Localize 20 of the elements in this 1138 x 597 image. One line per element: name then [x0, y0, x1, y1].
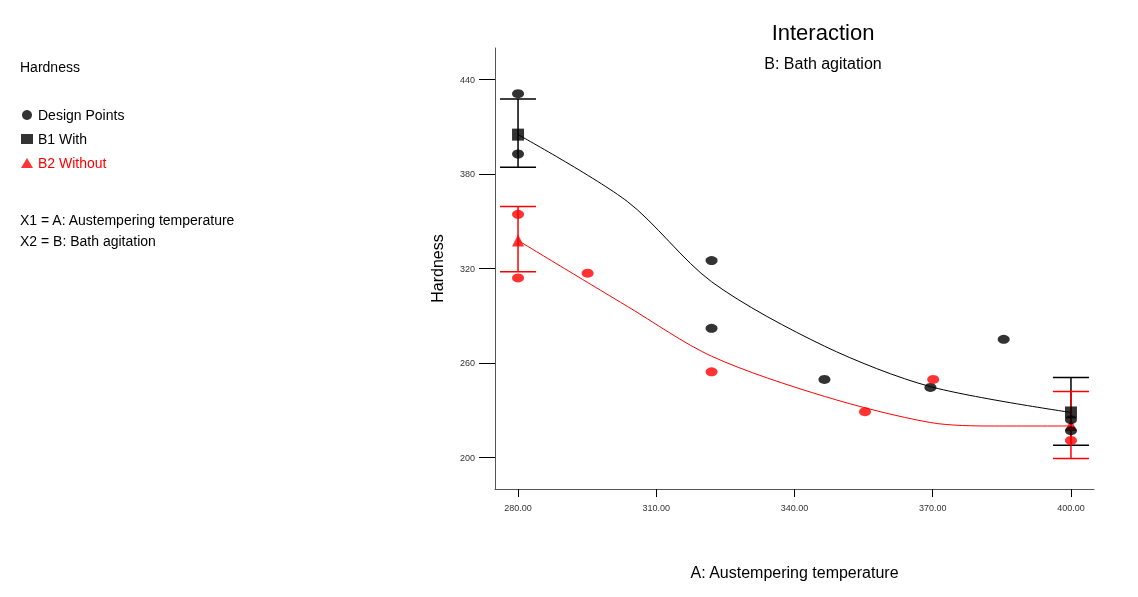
chart-subtitle: B: Bath agitation: [764, 54, 882, 72]
y-tick-label: 380: [459, 169, 475, 179]
x-tick-label: 310.00: [642, 502, 671, 513]
legend-label: B2 Without: [38, 155, 107, 171]
text: X2 = B: Bath agitation: [20, 233, 156, 249]
y-tick-label: 320: [459, 263, 475, 274]
text: X1 = A: Austempering temperature: [20, 212, 235, 228]
x-axis-title: A: Austempering temperature: [690, 563, 899, 581]
x-tick-label: 280.00: [504, 502, 532, 513]
chart-title: Interaction: [771, 19, 875, 45]
text: Hardness: [20, 59, 80, 75]
legend-label: B1 With: [38, 131, 88, 147]
legend-label: Design Points: [38, 107, 125, 123]
x-tick-label: 370.00: [918, 502, 947, 513]
y-axis-title: Hardness: [428, 234, 446, 303]
y-tick-label: 200: [459, 452, 475, 463]
x-tick-label: 400.00: [1057, 502, 1085, 513]
y-tick-label: 260: [459, 358, 475, 368]
x-tick-label: 340.00: [780, 502, 809, 513]
y-tick-label: 440: [459, 74, 475, 85]
